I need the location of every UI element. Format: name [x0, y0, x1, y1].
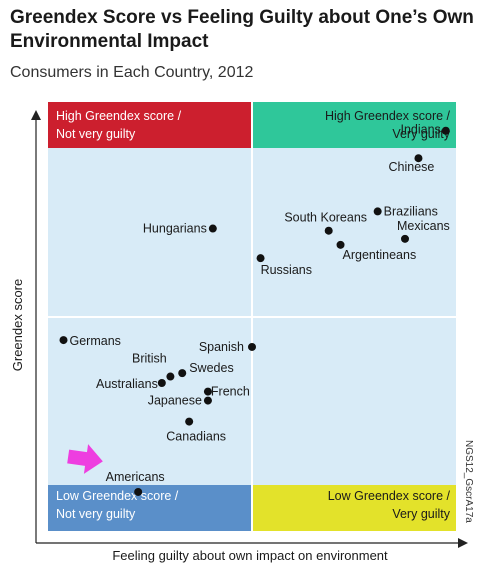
chart-title-line1: Greendex Score vs Feeling Guilty about O…	[10, 7, 474, 28]
data-point-canadians[interactable]	[185, 417, 194, 426]
figure-code: NGS12_GscrA17a	[463, 440, 474, 523]
quadrant-band-top-right	[252, 102, 456, 148]
quadrant-label-top-left-line2: Not very guilty	[56, 127, 136, 141]
y-axis-title: Greendex score	[10, 279, 25, 372]
quadrant-band-top-left	[48, 102, 252, 148]
data-label-canadians: Canadians	[166, 430, 226, 444]
quadrant-label-bottom-left-line2: Not very guilty	[56, 507, 136, 521]
data-point-chinese[interactable]	[414, 154, 423, 163]
data-point-brazilians[interactable]	[373, 207, 382, 216]
data-label-brazilians: Brazilians	[384, 204, 438, 218]
quadrant-label-bottom-left-line1: Low Greendex score /	[56, 489, 179, 503]
data-label-french: French	[211, 385, 250, 399]
data-point-japanese[interactable]	[203, 396, 212, 405]
data-label-australians: Australians	[96, 377, 158, 391]
chart-title: Greendex Score vs Feeling Guilty about O…	[10, 6, 480, 54]
chart-subtitle: Consumers in Each Country, 2012	[10, 64, 254, 81]
data-point-spanish[interactable]	[248, 342, 256, 351]
data-label-chinese: Chinese	[389, 160, 435, 174]
data-point-hungarians[interactable]	[208, 224, 217, 233]
data-label-germans: Germans	[70, 334, 121, 348]
data-label-south-koreans: South Koreans	[284, 211, 367, 225]
data-label-mexicans: Mexicans	[397, 219, 450, 233]
data-label-argentineans: Argentineans	[343, 248, 417, 262]
data-point-argentineans[interactable]	[336, 240, 345, 249]
data-point-indians[interactable]	[441, 126, 450, 135]
data-point-mexicans[interactable]	[401, 234, 409, 243]
data-label-indians: Indians	[400, 123, 440, 137]
chart-title-line2: Environmental Impact	[10, 31, 209, 52]
data-point-british[interactable]	[166, 372, 175, 381]
data-label-americans: Americans	[106, 470, 165, 484]
quadrant-label-bottom-right-line1: Low Greendex score /	[328, 489, 451, 503]
quadrant-band-bottom-right	[252, 485, 456, 531]
data-label-hungarians: Hungarians	[143, 222, 207, 236]
data-point-swedes[interactable]	[178, 369, 187, 378]
data-label-japanese: Japanese	[148, 394, 202, 408]
data-label-spanish: Spanish	[199, 340, 244, 354]
data-label-swedes: Swedes	[189, 361, 233, 375]
data-point-germans[interactable]	[59, 336, 68, 345]
data-point-australians[interactable]	[157, 378, 166, 387]
y-axis-arrowhead	[31, 110, 41, 120]
highlight-arrow-icon	[67, 444, 103, 474]
data-label-russians: Russians	[261, 263, 312, 277]
quadrant-label-bottom-right-line2: Very guilty	[392, 507, 450, 521]
x-axis-arrowhead	[458, 538, 468, 548]
data-point-americans[interactable]	[134, 487, 143, 496]
quadrant-label-top-right-line2: Very guilty	[392, 127, 450, 141]
quadrant-label-top-left-line1: High Greendex score /	[56, 109, 182, 123]
data-point-french[interactable]	[203, 387, 212, 396]
data-point-south-koreans[interactable]	[324, 226, 333, 235]
data-label-british: British	[132, 352, 167, 366]
quadrant-band-bottom-left	[48, 485, 252, 531]
x-axis-title: Feeling guilty about own impact on envir…	[112, 548, 388, 563]
quadrant-label-top-right-line1: High Greendex score /	[325, 109, 451, 123]
data-point-russians[interactable]	[256, 254, 265, 263]
